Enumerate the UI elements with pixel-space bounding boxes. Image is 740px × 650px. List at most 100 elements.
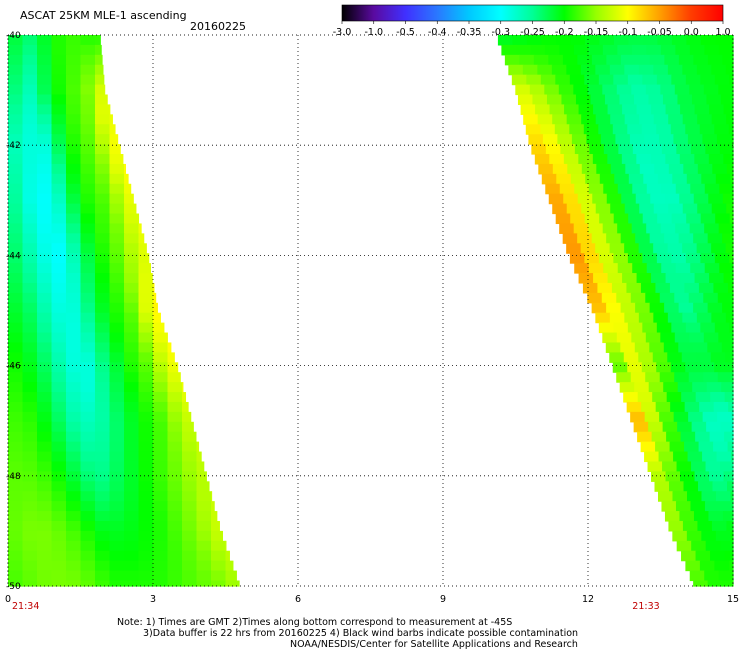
swath-cell (645, 372, 661, 383)
swath-cell (37, 193, 53, 205)
swath-cell (731, 411, 734, 423)
swath-cell (8, 392, 24, 403)
swath-cell (37, 540, 53, 552)
swath-cell (51, 213, 67, 225)
swath-cell (37, 104, 53, 115)
swath-cell (124, 491, 140, 502)
swath-cell (689, 44, 705, 56)
swath-cell (8, 203, 24, 215)
swath-cell (711, 114, 727, 125)
swath-cell (624, 203, 640, 215)
swath-cell (66, 144, 82, 155)
swath-cell (109, 342, 125, 353)
swath-cell (153, 382, 169, 393)
swath-cell (80, 550, 96, 562)
swath-cell (66, 392, 82, 403)
swath-cell (66, 481, 82, 492)
swath-cell (8, 223, 24, 234)
swath-cell (703, 372, 719, 383)
swath-cell (109, 431, 125, 443)
swath-cell (532, 94, 548, 106)
swath-cell (109, 471, 125, 482)
swath-cell (80, 173, 96, 185)
swath-cell (37, 471, 53, 482)
swath-cell (638, 352, 654, 363)
swath-cell (8, 292, 24, 304)
swath-cell (153, 471, 169, 482)
swath-cell (726, 114, 734, 125)
swath-cell (22, 243, 38, 254)
swath-cell (585, 173, 601, 185)
swath-cell (167, 550, 183, 562)
swath-cell (153, 501, 169, 512)
swath-cell (651, 273, 667, 284)
swath-cell (8, 213, 24, 225)
swath-cell (182, 540, 198, 552)
swath-cell (124, 411, 140, 423)
x-tick-label: 6 (295, 594, 301, 605)
swath-cell (109, 173, 125, 185)
swath-cell (109, 312, 125, 324)
swath-cell (138, 511, 154, 522)
swath-cell (718, 570, 734, 582)
swath-cell (622, 104, 638, 115)
swath-cell (557, 134, 573, 145)
swath-cell (699, 401, 715, 413)
swath-cell (660, 84, 676, 96)
swath-cell (588, 44, 604, 56)
swath-cell (66, 54, 82, 66)
swath-cell (138, 570, 154, 582)
swath-cell (8, 511, 24, 522)
swath-cell (153, 560, 169, 572)
swath-cell (718, 44, 734, 56)
swath-cell (653, 114, 669, 125)
swath-cell (66, 570, 82, 582)
swath-cell (672, 530, 688, 542)
swath-cell (569, 124, 585, 135)
swath-cell (109, 322, 125, 334)
swath-cell (8, 54, 24, 66)
swath-cell (680, 104, 696, 115)
swath-cell (664, 511, 681, 522)
swath-cell (587, 84, 603, 96)
swath-cell (648, 421, 664, 433)
swath-cell (694, 154, 710, 165)
swath-cell (167, 580, 183, 587)
swath-cell (37, 233, 53, 244)
swath-cell (709, 104, 725, 115)
swath-cell (80, 451, 96, 463)
swath-cell (678, 54, 694, 66)
swath-cell (528, 134, 544, 145)
swath-cell (725, 64, 734, 76)
swath-cell (124, 372, 140, 383)
swath-cell (670, 124, 686, 135)
swath-cell (66, 114, 82, 125)
swath-cell (109, 163, 125, 175)
swath-cell (727, 282, 734, 294)
swath-cell (669, 481, 685, 492)
swath-cell (704, 501, 721, 512)
swath-cell (196, 580, 212, 587)
swath-cell (109, 263, 125, 274)
swath-cell (649, 233, 665, 244)
swath-cell (22, 550, 38, 562)
swath-cell (22, 332, 38, 344)
swath-cell (138, 471, 154, 482)
swath-cell (657, 35, 673, 46)
swath-cell (601, 292, 617, 304)
swath-cell (667, 64, 683, 76)
swath-cell (124, 352, 140, 363)
swath-cell (124, 421, 140, 433)
swath-cell (51, 233, 67, 244)
swath-cell (95, 144, 111, 155)
swath-cell (595, 312, 611, 324)
swath-cell (701, 491, 717, 502)
swath-cell (37, 253, 53, 264)
swath-cell (725, 312, 734, 324)
swath-cell (541, 35, 557, 46)
swath-cell (678, 342, 694, 353)
swath-cell (109, 213, 125, 225)
swath-cell (80, 54, 96, 66)
swath-cell (617, 44, 633, 56)
swath-cell (714, 362, 730, 373)
